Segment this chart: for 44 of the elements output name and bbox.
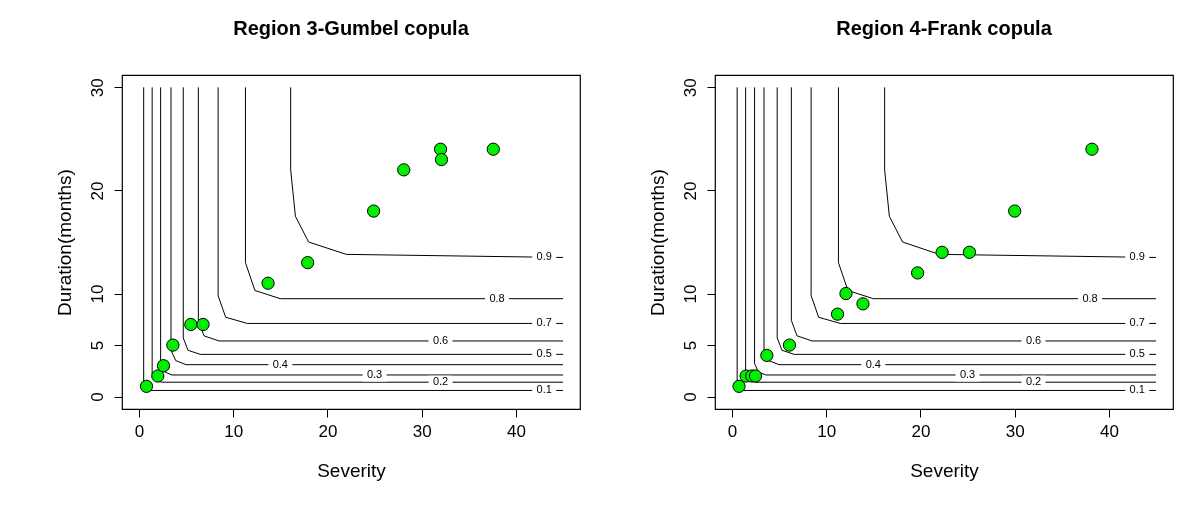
- series-label: 0.7: [536, 316, 552, 329]
- series-label: 0.4: [272, 357, 288, 370]
- y-tick-label: 30: [680, 78, 700, 98]
- y-tick-label: 0: [87, 392, 107, 402]
- x-tick-label: 40: [1099, 421, 1119, 441]
- series-label: 0.8: [1082, 291, 1098, 304]
- series-label: 0.1: [1129, 383, 1145, 396]
- y-axis-title: Duration(months): [53, 169, 75, 316]
- series-label: 0.3: [366, 367, 383, 380]
- y-tick-label: 10: [680, 284, 700, 304]
- series-label: 0.3: [959, 367, 976, 380]
- series-label: 0.5: [536, 347, 552, 360]
- x-tick-label: 10: [224, 421, 244, 441]
- x-tick-label: 40: [506, 421, 526, 441]
- series-label: 0.7: [1129, 316, 1145, 329]
- x-tick-label: 10: [817, 421, 837, 441]
- series-label: 0.6: [1025, 333, 1042, 346]
- x-tick-label: 30: [412, 421, 432, 441]
- series-label: 0.6: [432, 333, 449, 346]
- series-label: 0.5: [1129, 347, 1145, 360]
- series-label: 0.4: [865, 357, 881, 370]
- series-label: 0.1: [536, 383, 552, 396]
- series-label: 0.2: [432, 375, 449, 388]
- y-tick-label: 30: [87, 78, 107, 98]
- y-tick-label: 5: [87, 340, 107, 351]
- y-tick-label: 10: [87, 284, 107, 304]
- y-tick-label: 0: [680, 392, 700, 402]
- y-tick-label: 20: [87, 181, 107, 201]
- chart-title: Region 4-Frank copula: [836, 17, 1053, 39]
- x-tick-label: 20: [318, 421, 338, 441]
- x-tick-label: 30: [1005, 421, 1025, 441]
- y-tick-label: 5: [680, 340, 700, 351]
- x-tick-label: 0: [134, 421, 145, 441]
- x-axis-title: Severity: [317, 459, 387, 481]
- x-axis-title: Severity: [910, 459, 980, 481]
- chart-title: Region 3-Gumbel copula: [233, 17, 470, 39]
- series-label: 0.2: [1025, 375, 1042, 388]
- y-tick-label: 20: [680, 181, 700, 201]
- series-label: 0.9: [1129, 250, 1145, 263]
- x-tick-label: 20: [911, 421, 931, 441]
- y-axis-title: Duration(months): [646, 169, 668, 316]
- series-label: 0.9: [536, 250, 552, 263]
- series-label: 0.8: [489, 291, 505, 304]
- x-tick-label: 0: [727, 421, 738, 441]
